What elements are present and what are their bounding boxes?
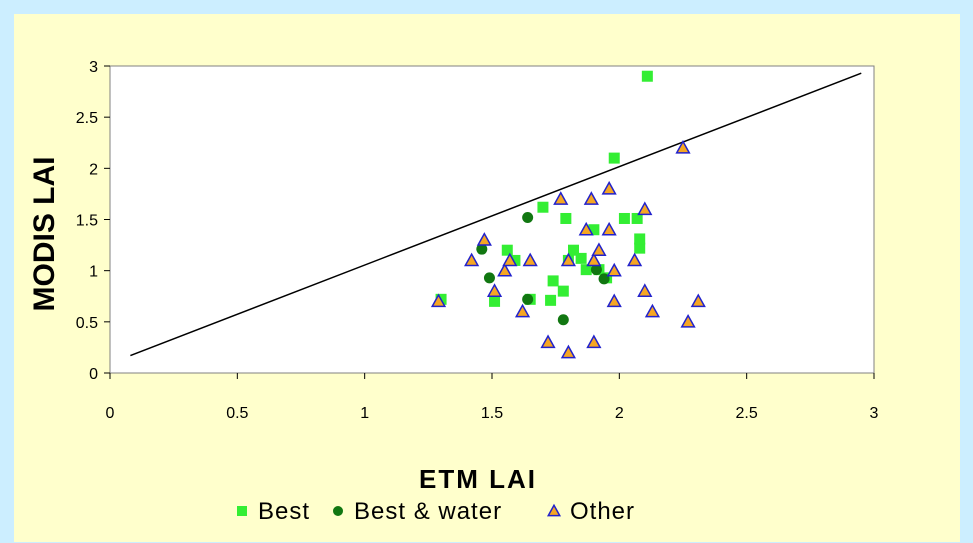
best-point xyxy=(489,295,501,307)
other-point xyxy=(430,293,447,308)
legend-label-other: Other xyxy=(570,498,635,525)
legend-label-best-water: Best & water xyxy=(354,498,502,525)
best-point xyxy=(588,224,600,236)
other-point xyxy=(464,252,480,267)
other-point xyxy=(502,252,518,267)
y-tick-label: 2.5 xyxy=(76,110,98,127)
other-point xyxy=(601,221,617,236)
y-tick-label: 2 xyxy=(89,161,98,178)
y-axis-ticks: 0 0.5 1 1.5 2 2.5 3 xyxy=(76,59,110,383)
other-point xyxy=(644,303,661,318)
reference-line-layer xyxy=(130,72,862,357)
best-point xyxy=(509,254,521,266)
legend-marker-best-water xyxy=(333,506,343,516)
x-axis-title: ETM LAI xyxy=(419,464,537,494)
other-point xyxy=(486,283,503,297)
reference-line xyxy=(130,72,862,357)
other-point xyxy=(514,303,531,318)
best-point xyxy=(618,212,630,224)
scatter-chart: 0 0.5 1 1.5 2 2.5 3 0 0.5 1 1.5 2 2.5 3 ETM LAI MODI… xyxy=(28,59,879,525)
best-point xyxy=(567,244,579,256)
x-axis-ticks: 0 0.5 1 1.5 2 2.5 3 xyxy=(106,373,879,422)
best-point xyxy=(634,242,646,254)
y-tick-label: 3 xyxy=(89,59,98,76)
x-tick-label: 0.5 xyxy=(226,405,248,422)
legend-marker-best xyxy=(237,506,247,516)
other-point xyxy=(637,283,653,297)
best-point xyxy=(537,201,549,213)
best-point xyxy=(641,70,653,82)
other-point xyxy=(690,293,706,308)
best-water-point xyxy=(590,264,602,276)
other-point xyxy=(675,139,691,154)
y-tick-label: 0.5 xyxy=(76,315,98,332)
x-tick-label: 2 xyxy=(615,405,624,422)
other-point xyxy=(606,262,622,277)
other-point xyxy=(586,334,602,349)
best-point xyxy=(631,212,643,224)
chart-area: 0 0.5 1 1.5 2 2.5 3 0 0.5 1 1.5 2 2.5 3 ETM LAI MODI… xyxy=(14,14,960,542)
best-point xyxy=(575,252,587,264)
best-water-point xyxy=(483,272,495,284)
other-point xyxy=(627,252,643,267)
other-point xyxy=(560,252,576,267)
other-point xyxy=(637,201,653,216)
best-point xyxy=(560,212,572,224)
best-water-point xyxy=(557,314,569,326)
legend-marker-other xyxy=(546,503,562,517)
y-tick-label: 1 xyxy=(89,264,98,281)
other-point xyxy=(476,232,492,246)
other-point xyxy=(583,191,599,205)
other-point xyxy=(578,221,594,236)
data-points xyxy=(430,70,706,359)
other-point xyxy=(540,334,556,349)
best-point xyxy=(580,264,592,276)
best-point xyxy=(501,244,513,256)
best-point xyxy=(547,275,559,287)
best-point xyxy=(608,152,620,164)
other-point xyxy=(591,242,607,257)
best-water-point xyxy=(522,211,534,223)
best-point xyxy=(557,285,569,297)
x-tick-label: 3 xyxy=(870,405,879,422)
best-point xyxy=(545,294,557,306)
other-point xyxy=(522,252,538,267)
legend-label-best: Best xyxy=(258,498,310,525)
legend: Best Best & water Other xyxy=(237,498,635,525)
best-water-point xyxy=(598,273,610,285)
y-axis-title: MODIS LAI xyxy=(28,157,61,312)
best-water-point xyxy=(476,243,488,255)
other-point xyxy=(601,180,617,195)
y-tick-label: 0 xyxy=(89,366,98,383)
best-point xyxy=(634,233,646,245)
x-tick-label: 0 xyxy=(106,405,115,422)
other-point xyxy=(553,191,569,205)
x-tick-label: 1.5 xyxy=(481,405,503,422)
other-point xyxy=(606,293,622,308)
other-point xyxy=(560,344,576,359)
x-tick-label: 2.5 xyxy=(736,405,758,422)
best-water-point xyxy=(522,293,534,305)
x-tick-label: 1 xyxy=(360,405,369,422)
other-point xyxy=(497,262,513,277)
other-point xyxy=(680,313,696,328)
other-point xyxy=(586,252,602,267)
y-tick-label: 1.5 xyxy=(76,213,98,230)
